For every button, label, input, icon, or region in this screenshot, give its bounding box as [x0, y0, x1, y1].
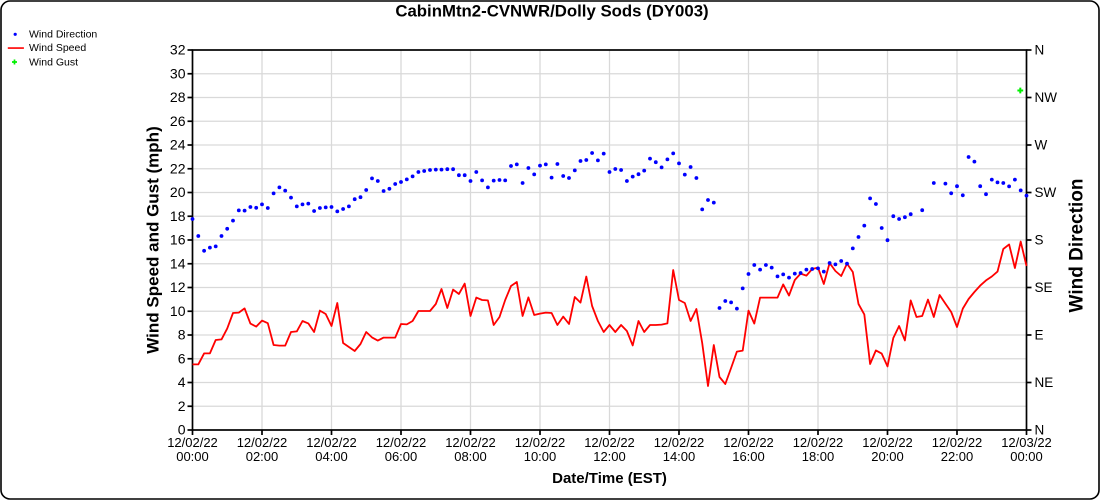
svg-text:W: W: [1035, 138, 1048, 153]
svg-text:6: 6: [178, 350, 186, 366]
svg-text:16: 16: [170, 232, 186, 248]
svg-text:E: E: [1035, 328, 1044, 343]
svg-text:20: 20: [170, 184, 186, 200]
svg-text:24: 24: [170, 137, 186, 153]
svg-text:22: 22: [170, 160, 186, 176]
svg-text:10: 10: [170, 303, 186, 319]
svg-text:CabinMtn2-CVNWR/Dolly Sods (DY: CabinMtn2-CVNWR/Dolly Sods (DY003): [395, 2, 708, 21]
svg-text:8: 8: [178, 327, 186, 343]
svg-text:S: S: [1035, 233, 1044, 248]
svg-text:Wind Gust: Wind Gust: [29, 56, 78, 68]
svg-text:Wind Direction: Wind Direction: [29, 29, 97, 41]
svg-text:18: 18: [170, 208, 186, 224]
svg-text:SW: SW: [1035, 185, 1057, 200]
svg-text:N: N: [1035, 43, 1045, 58]
svg-text:14: 14: [170, 255, 186, 271]
svg-text:Wind Speed: Wind Speed: [29, 42, 86, 54]
svg-text:2: 2: [178, 398, 186, 414]
svg-text:Date/Time (EST): Date/Time (EST): [552, 470, 667, 487]
svg-text:NW: NW: [1035, 90, 1058, 105]
svg-text:Wind Direction: Wind Direction: [1067, 179, 1088, 313]
svg-text:28: 28: [170, 89, 186, 105]
svg-text:30: 30: [170, 65, 186, 81]
svg-text:0: 0: [178, 422, 186, 438]
svg-text:Wind Speed and Gust (mph): Wind Speed and Gust (mph): [144, 126, 163, 353]
svg-text:26: 26: [170, 113, 186, 129]
svg-text:NE: NE: [1035, 375, 1054, 390]
svg-text:SE: SE: [1035, 280, 1053, 295]
svg-text:4: 4: [178, 374, 186, 390]
svg-text:32: 32: [170, 42, 186, 58]
svg-text:N: N: [1035, 423, 1045, 438]
svg-text:12: 12: [170, 279, 186, 295]
